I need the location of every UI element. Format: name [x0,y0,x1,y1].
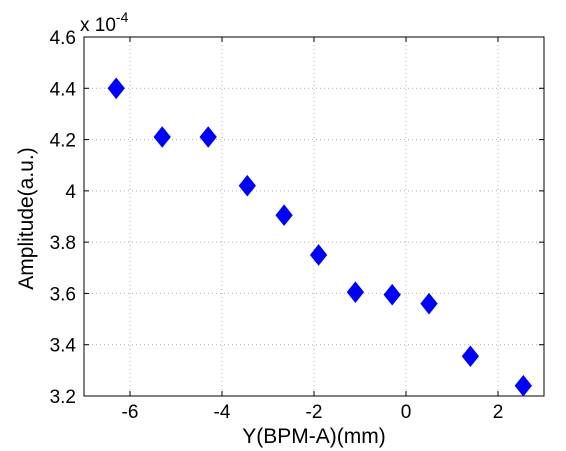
data-point-diamond [346,281,365,303]
y-tick-label: 4.4 [50,79,77,100]
y-tick-label: 4.6 [50,28,76,49]
y-tick-label: 3.6 [50,284,76,305]
x-tick-labels: -6 -4 -2 0 2 [122,402,504,423]
y-tick-labels: 3.2 3.4 3.6 3.8 4 4.2 4.4 4.6 [50,28,77,408]
x-tick-label: 2 [493,402,504,423]
data-point-diamond [309,244,328,266]
x-axis-label: Y(BPM-A)(mm) [242,425,385,448]
grid-lines [84,36,544,397]
y-multiplier-base: x 10 [80,15,116,36]
y-multiplier-label: x 10-4 [80,9,129,36]
y-tick-label: 4 [65,182,76,203]
y-multiplier-exponent: -4 [116,9,129,25]
x-tick-label: -4 [214,402,231,423]
data-point-diamond [238,174,256,197]
data-point-diamond [107,77,125,100]
data-point-diamond [275,204,293,227]
x-tick-label: -2 [306,402,323,423]
x-tick-label: -6 [122,402,139,423]
y-tick-label: 3.8 [50,233,76,254]
data-point-diamond [420,292,438,315]
data-point-diamond [153,126,171,148]
data-points [107,77,532,397]
y-tick-label: 3.4 [50,336,77,357]
data-point-diamond [514,374,532,397]
y-tick-label: 3.2 [50,387,76,408]
axis-ticks [84,36,544,397]
y-tick-label: 4.2 [50,131,76,152]
plot-frame [83,36,545,397]
data-point-diamond [383,283,401,306]
x-tick-label: 0 [401,402,412,423]
data-point-diamond [199,126,217,148]
y-axis-label: Amplitude(a.u.) [15,147,38,289]
data-point-diamond [461,345,480,368]
